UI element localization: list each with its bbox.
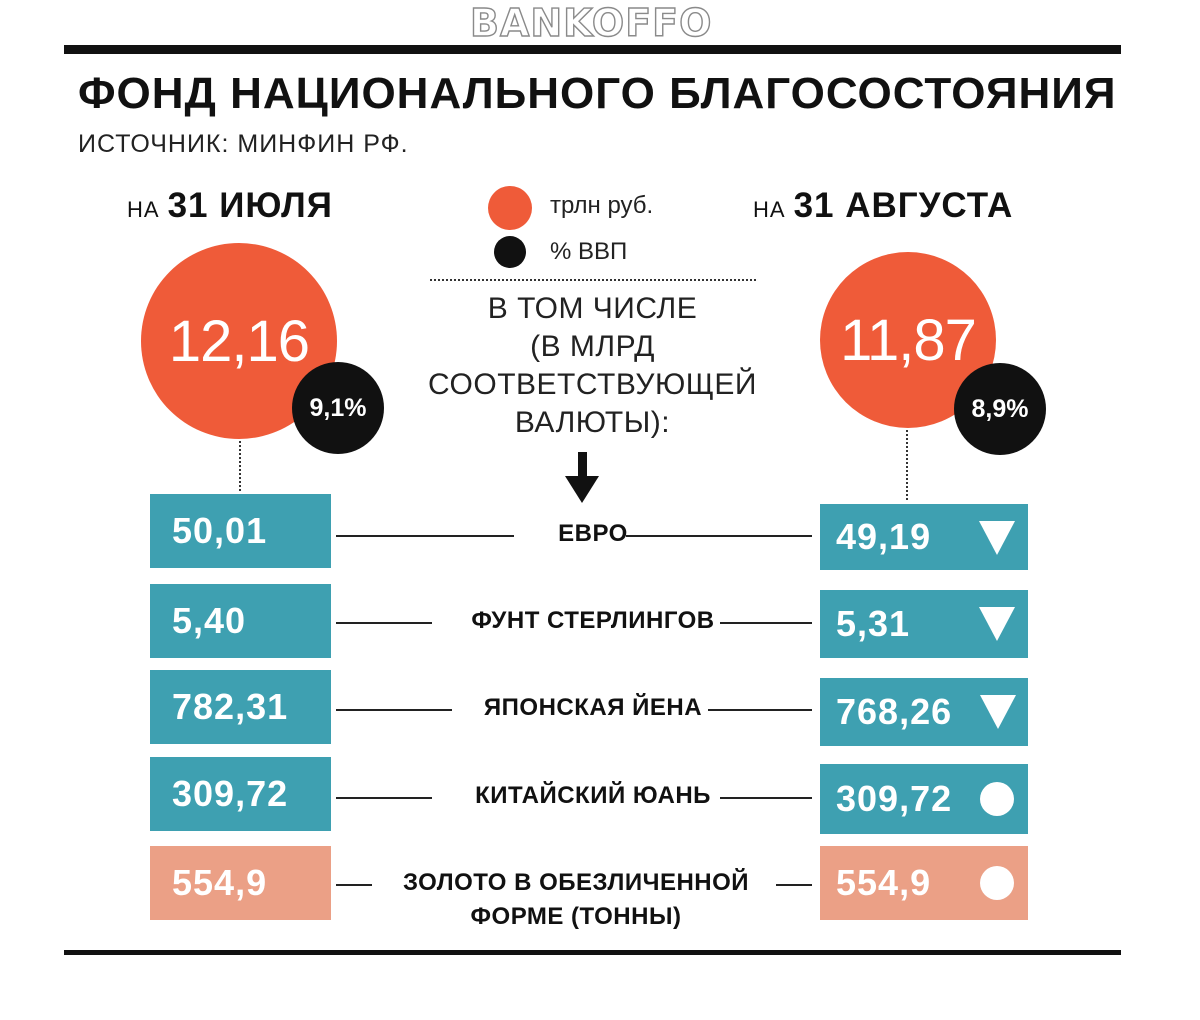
date-heading-left: НА 31 ИЮЛЯ: [127, 186, 333, 233]
value-box-left: 5,40: [150, 584, 331, 658]
value-right: 309,72: [836, 778, 953, 819]
date-value: 31 АВГУСТА: [793, 186, 1014, 225]
connector-line: [336, 535, 514, 537]
value-box-left: 50,01: [150, 494, 331, 568]
connector-line: [626, 535, 812, 537]
date-heading-right: НА 31 АВГУСТА: [753, 186, 1013, 233]
value-left: 554,9: [172, 862, 268, 903]
row-label-line: ЯПОНСКАЯ ЙЕНА: [483, 694, 703, 721]
value-box-left: 782,31: [150, 670, 331, 744]
total-trln-left: 12,16: [141, 243, 337, 439]
note-line: СООТВЕТСТВУЮЩЕЙ: [428, 368, 757, 401]
row-label-line: КИТАЙСКИЙ ЮАНЬ: [475, 782, 711, 809]
value-right: 768,26: [836, 691, 953, 732]
bottom-rule: [64, 950, 1121, 955]
row-label: ЗОЛОТО В ОБЕЗЛИЧЕННОЙ ФОРМЕ (ТОННЫ): [376, 866, 776, 934]
value-left: 309,72: [172, 773, 289, 814]
value-left: 5,40: [172, 600, 247, 641]
note-line: ВАЛЮТЫ):: [514, 406, 671, 439]
down-arrow-head-icon: [565, 476, 599, 503]
value-box-right: 554,9: [820, 846, 1028, 920]
decrease-triangle-icon: [979, 607, 1015, 641]
value-box-right: 49,19: [820, 504, 1028, 570]
connector-line: [336, 797, 432, 799]
connector-line: [336, 884, 372, 886]
watermark: BANKOFFO: [469, 1, 713, 45]
note-line: В ТОМ ЧИСЛЕ: [487, 292, 698, 325]
date-prefix: НА: [753, 197, 786, 222]
decrease-triangle-icon: [979, 521, 1015, 555]
connector-line: [720, 797, 812, 799]
value-left: 50,01: [172, 510, 268, 551]
date-prefix: НА: [127, 197, 160, 222]
value-box-right: 5,31: [820, 590, 1028, 658]
note-text: В ТОМ ЧИСЛЕ (В МЛРД СООТВЕТСТВУЮЩЕЙ ВАЛЮ…: [400, 290, 785, 442]
gdp-pct-right: 8,9%: [954, 363, 1046, 455]
value-box-right: 309,72: [820, 764, 1028, 834]
legend-label-gdp: % ВВП: [550, 238, 628, 265]
decrease-triangle-icon: [980, 695, 1016, 729]
row-label: ФУНТ СТЕРЛИНГОВ: [463, 604, 723, 638]
row-label: ЕВРО: [463, 517, 723, 551]
connector-line: [720, 622, 812, 624]
value-box-left: 309,72: [150, 757, 331, 831]
value-right: 554,9: [836, 862, 932, 903]
value-right: 5,31: [836, 603, 911, 644]
no-change-circle-icon: [980, 782, 1014, 816]
value-box-left: 554,9: [150, 846, 331, 920]
note-line: (В МЛРД: [530, 330, 655, 363]
connector-line: [776, 884, 812, 886]
connector-dotted-right: [906, 430, 908, 500]
source-note: ИСТОЧНИК: МИНФИН РФ.: [78, 130, 409, 158]
value-left: 782,31: [172, 686, 289, 727]
connector-dotted-left: [239, 441, 241, 491]
orange-dot-icon: [488, 186, 532, 230]
page-title: ФОНД НАЦИОНАЛЬНОГО БЛАГОСОСТОЯНИЯ: [78, 69, 1117, 118]
date-value: 31 ИЮЛЯ: [167, 186, 333, 225]
legend-label-trln: трлн руб.: [550, 192, 654, 219]
row-label: КИТАЙСКИЙ ЮАНЬ: [463, 779, 723, 813]
row-label-line: ФУНТ СТЕРЛИНГОВ: [471, 607, 715, 634]
row-label-line: ЕВРО: [558, 520, 628, 547]
row-label: ЯПОНСКАЯ ЙЕНА: [463, 691, 723, 725]
value-right: 49,19: [836, 516, 932, 557]
divider-dotted: [430, 279, 756, 281]
top-rule: [64, 45, 1121, 54]
connector-line: [708, 709, 812, 711]
row-label-line: ФОРМЕ (ТОННЫ): [470, 903, 682, 930]
connector-line: [336, 622, 432, 624]
black-dot-icon: [494, 236, 526, 268]
row-label-line: ЗОЛОТО В ОБЕЗЛИЧЕННОЙ: [402, 869, 750, 896]
connector-line: [336, 709, 452, 711]
value-box-right: 768,26: [820, 678, 1028, 746]
no-change-circle-icon: [980, 866, 1014, 900]
down-arrow-icon: [578, 452, 587, 478]
gdp-pct-left: 9,1%: [292, 362, 384, 454]
